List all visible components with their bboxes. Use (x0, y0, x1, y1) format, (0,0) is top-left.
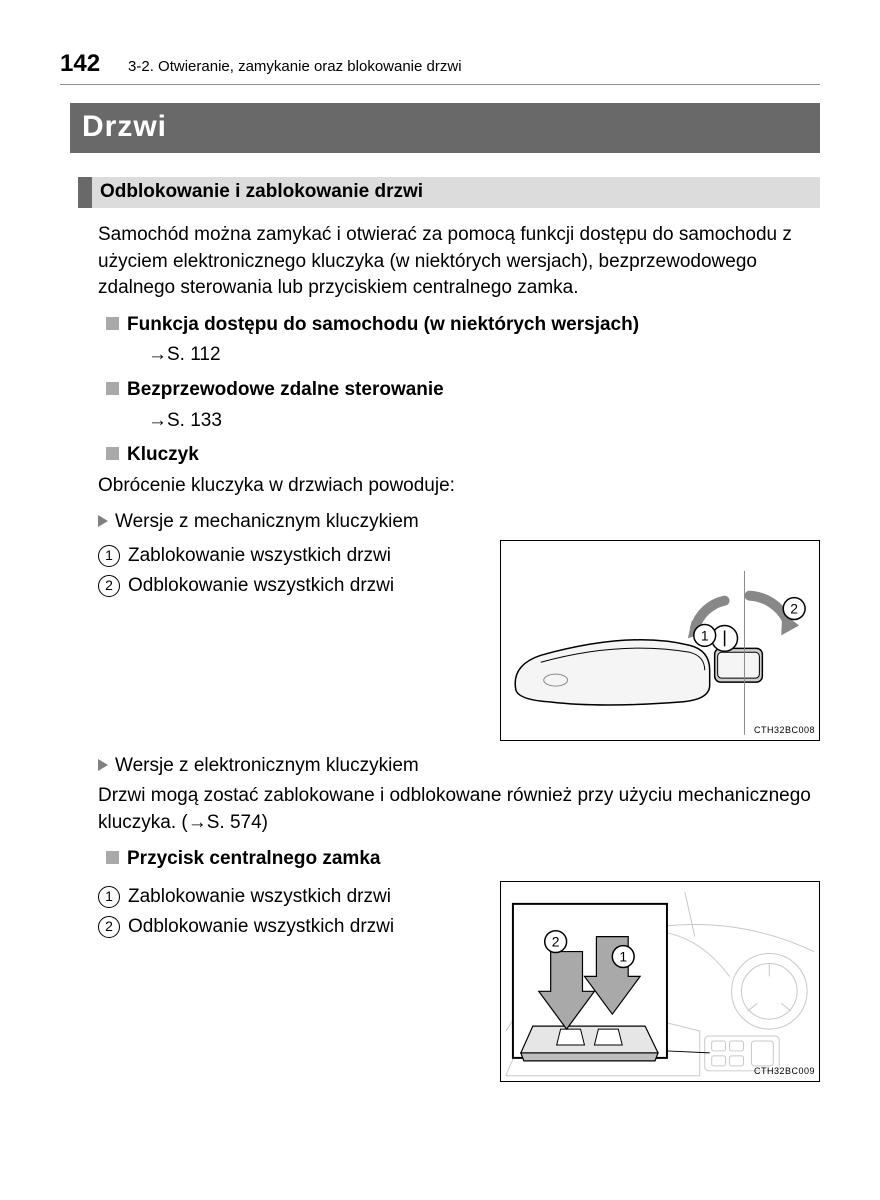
svg-text:2: 2 (552, 934, 560, 950)
key-step-1: 1 Zablokowanie wszystkich drzwi (98, 543, 484, 570)
page-header: 142 3-2. Otwieranie, zamykanie oraz blok… (60, 50, 820, 78)
square-bullet-icon (106, 382, 119, 395)
item-entry: Funkcja dostępu do samochodu (w niektóry… (106, 312, 820, 339)
key-step-2-text: Odblokowanie wszystkich drzwi (128, 573, 394, 600)
switch-step-2-text: Odblokowanie wszystkich drzwi (128, 914, 394, 941)
callout-1: 1 (701, 627, 709, 643)
square-bullet-icon (106, 851, 119, 864)
switch-step-1: 1 Zablokowanie wszystkich drzwi (98, 884, 484, 911)
key-lead: Obrócenie kluczyka w drzwiach powoduje: (98, 473, 820, 500)
circled-number-icon: 2 (98, 575, 120, 597)
key-mechanical: Wersje z mechanicznym kluczykiem (98, 509, 820, 536)
key-step-2: 2 Odblokowanie wszystkich drzwi (98, 573, 484, 600)
figure-door-handle: 1 2 CTH32BC008 (500, 540, 820, 741)
section-path: 3-2. Otwieranie, zamykanie oraz blokowan… (128, 58, 461, 75)
page-number: 142 (60, 50, 100, 78)
square-bullet-icon (106, 447, 119, 460)
svg-text:1: 1 (619, 949, 627, 965)
intro-paragraph: Samochód można zamykać i otwierać za pom… (98, 222, 820, 302)
subheading-text: Odblokowanie i zablokowanie drzwi (92, 177, 820, 208)
figure-interior-switch: 2 1 CTH32BC009 (500, 881, 820, 1082)
key-mechanical-label: Wersje z mechanicznym kluczykiem (115, 509, 419, 536)
triangle-bullet-icon (98, 759, 108, 771)
key-step-1-text: Zablokowanie wszystkich drzwi (128, 543, 391, 570)
switch-step-1-text: Zablokowanie wszystkich drzwi (128, 884, 391, 911)
item-switch: Przycisk centralnego zamka (106, 846, 820, 873)
subheading: Odblokowanie i zablokowanie drzwi (78, 177, 820, 208)
header-rule (60, 84, 820, 85)
circled-number-icon: 1 (98, 886, 120, 908)
switch-step-2: 2 Odblokowanie wszystkich drzwi (98, 914, 484, 941)
item-key: Kluczyk (106, 442, 820, 469)
item-entry-label: Funkcja dostępu do samochodu (w niektóry… (127, 312, 639, 339)
item-wireless-ref: →S. 133 (148, 408, 820, 435)
square-bullet-icon (106, 317, 119, 330)
item-wireless-label: Bezprzewodowe zdalne sterowanie (127, 377, 444, 404)
item-key-label: Kluczyk (127, 442, 199, 469)
item-entry-ref: →S. 112 (148, 342, 820, 369)
key-electronic: Wersje z elektronicznym kluczykiem (98, 753, 820, 780)
figure-id: CTH32BC008 (754, 724, 815, 737)
item-switch-label: Przycisk centralnego zamka (127, 846, 380, 873)
figure-id: CTH32BC009 (754, 1065, 815, 1078)
triangle-bullet-icon (98, 515, 108, 527)
circled-number-icon: 2 (98, 916, 120, 938)
circled-number-icon: 1 (98, 545, 120, 567)
subheading-accent (78, 177, 92, 208)
item-wireless: Bezprzewodowe zdalne sterowanie (106, 377, 820, 404)
key-electronic-label: Wersje z elektronicznym kluczykiem (115, 753, 419, 780)
key-electronic-text: Drzwi mogą zostać zablokowane i odblokow… (98, 783, 820, 836)
page-title: Drzwi (70, 103, 820, 153)
callout-2: 2 (790, 600, 798, 616)
